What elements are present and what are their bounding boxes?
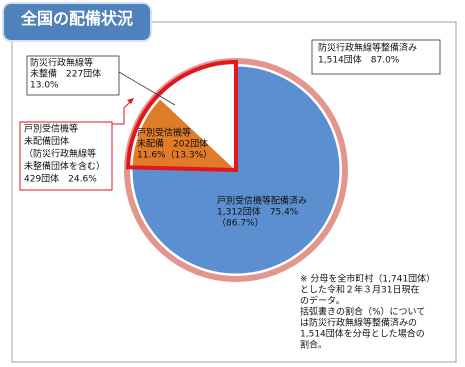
slice-label: 11.6%（13.3%）	[137, 150, 212, 161]
slice-label: 戸別受信機等	[137, 127, 191, 139]
note-text: ※ 分母を全市町村（1,741団体）	[300, 273, 435, 285]
annotation-text: （防災行政無線等	[24, 148, 96, 160]
slice-label: 13.0%	[30, 81, 59, 91]
slice-label: 戸別受信機等配備済み	[217, 195, 307, 207]
annotation-text: 防災行政無線等整備済み	[318, 42, 417, 54]
slice-label: 防災行政無線等	[30, 57, 93, 69]
note-text: は防災行政無線等整備済みの	[300, 317, 417, 329]
note-text: とした令和２年３月31日現在	[300, 284, 419, 296]
note-text: 括弧書きの割合（%）について	[300, 306, 425, 318]
arrow-head	[127, 98, 134, 104]
annotation-box	[311, 39, 441, 75]
leader-line	[118, 71, 176, 106]
annotation-text: 未整備団体を含む）	[24, 160, 105, 172]
slice-label: 未配備 202団体	[137, 138, 208, 150]
note-text: 1,514団体を分母とした場合の	[300, 328, 425, 340]
highlight-outline	[125, 59, 238, 173]
annotation-box	[19, 121, 113, 191]
annotation-text: 429団体 24.6%	[24, 173, 97, 185]
chart-title: 全国の配備状況	[20, 9, 133, 28]
note-text: 割合。	[300, 339, 327, 351]
pie-slice	[159, 65, 237, 172]
slice-label: 1,312団体 75.4%	[217, 206, 299, 218]
annotation-text: 未配備団体	[24, 135, 69, 147]
annotation-text: 戸別受信機等	[24, 123, 78, 135]
note-text: のデータ。	[300, 295, 345, 307]
title-box	[2, 2, 152, 42]
annotation-arrow	[112, 99, 133, 125]
slice-label: 未整備 227団体	[30, 68, 101, 80]
annotation-text: 1,514団体 87.0%	[318, 54, 400, 66]
slice-label: （86.7%）	[217, 218, 264, 229]
label-box	[26, 55, 120, 96]
